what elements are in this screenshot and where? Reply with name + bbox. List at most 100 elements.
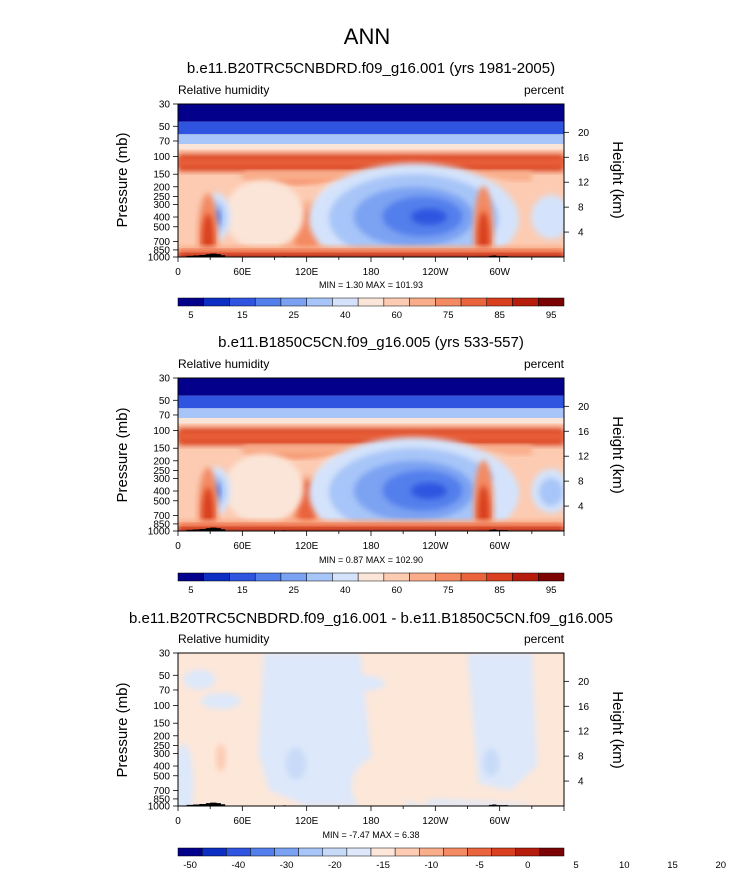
x-tick-label: 60E: [233, 541, 251, 552]
variable-label: Relative humidity: [178, 632, 269, 646]
y2-tick-label: 8: [578, 752, 584, 763]
colorbar-swatch: [435, 297, 462, 307]
colorbar-swatch: [443, 847, 468, 857]
colorbar-swatch: [486, 297, 513, 307]
y-tick-label: 500: [153, 222, 170, 233]
topography-himalaya: [186, 253, 226, 257]
colorbar-swatch: [486, 572, 513, 582]
colorbar-swatch: [254, 572, 282, 582]
colorbar-swatch: [177, 847, 203, 857]
x-tick-label: 120E: [295, 541, 319, 552]
y-tick-label: 300: [153, 474, 170, 485]
y-tick-label: 30: [159, 649, 171, 660]
y2-tick-label: 16: [578, 153, 590, 164]
colorbar-swatch: [357, 572, 385, 582]
colorbar-swatch: [394, 847, 420, 857]
y-tick-label: 500: [153, 496, 170, 507]
colorbar-label: -20: [328, 860, 342, 871]
strat-band: [178, 104, 564, 122]
colorbar-swatch: [460, 297, 488, 307]
contour-blob: [202, 487, 215, 531]
x-tick-label: 120E: [295, 267, 319, 278]
colorbar-label: 5: [188, 585, 193, 596]
y-tick-label: 250: [153, 466, 170, 477]
minmax-label: MIN = 1.30 MAX = 101.93: [319, 280, 423, 290]
colorbar-label: 60: [391, 310, 402, 321]
x-tick-label: 60W: [489, 816, 510, 827]
colorbar-label: 85: [494, 310, 505, 321]
colorbar-label: 5: [188, 310, 193, 321]
y-tick-label: 700: [153, 511, 170, 522]
colorbar-swatch: [435, 572, 462, 582]
colorbar-swatch: [203, 572, 230, 582]
y-tick-label: 300: [153, 200, 170, 211]
colorbar-label: 15: [667, 860, 678, 871]
y-tick-label: 1000: [148, 527, 171, 538]
y2-tick-label: 12: [578, 178, 590, 189]
contour-field: [178, 378, 564, 531]
contour-blob: [539, 478, 564, 507]
x-tick-label: 60E: [233, 267, 251, 278]
y-tick-label: 250: [153, 192, 170, 203]
colorbar-swatch: [274, 847, 299, 857]
contour-blob: [477, 211, 490, 257]
topography-himalaya: [186, 802, 226, 806]
y-tick-label: 100: [153, 426, 170, 437]
colorbar-swatch: [250, 847, 275, 857]
colorbar-swatch: [229, 297, 256, 307]
y-tick-label: 50: [159, 396, 171, 407]
y-axis-label: Pressure (mb): [114, 407, 131, 502]
colorbar-label: 20: [716, 860, 727, 871]
x-tick-label: 60W: [489, 267, 510, 278]
colorbar-swatch: [280, 297, 307, 307]
colorbar-swatch: [538, 297, 565, 307]
colorbar-label: 85: [494, 585, 505, 596]
y-tick-label: 200: [153, 182, 170, 193]
y-tick-label: 30: [159, 374, 171, 385]
y2-tick-label: 8: [578, 477, 584, 488]
y2-tick-label: 4: [578, 228, 584, 239]
y2-tick-label: 12: [578, 727, 590, 738]
colorbar-label: -50: [183, 860, 197, 871]
colorbar-label: -40: [231, 860, 245, 871]
y-tick-label: 1000: [148, 802, 171, 813]
units-label: percent: [524, 83, 565, 97]
panel-2: b.e11.B1850C5CN.f09_g16.005 (yrs 533-557…: [114, 334, 626, 596]
y-tick-label: 400: [153, 213, 170, 224]
colorbar-swatch: [512, 297, 539, 307]
x-tick-label: 180: [363, 267, 380, 278]
contour-blob: [223, 179, 304, 250]
negative-region: [335, 675, 386, 692]
y-axis-label: Pressure (mb): [114, 132, 131, 227]
x-tick-label: 120W: [422, 267, 449, 278]
colorbar-swatch: [298, 847, 323, 857]
negative-region: [200, 692, 241, 709]
units-label: percent: [524, 632, 565, 646]
colorbar-swatch: [491, 847, 516, 857]
contour-blob: [410, 208, 447, 225]
topography-himalaya: [186, 527, 226, 531]
colorbar-label: -5: [475, 860, 483, 871]
colorbar-swatch: [512, 572, 539, 582]
x-tick-label: 0: [175, 816, 181, 827]
y2-tick-label: 16: [578, 427, 590, 438]
colorbar-swatch: [229, 572, 256, 582]
negative-region: [469, 660, 530, 671]
panel-title: b.e11.B1850C5CN.f09_g16.005 (yrs 533-557…: [218, 334, 524, 351]
x-tick-label: 180: [363, 541, 380, 552]
colorbar-label: 0: [525, 860, 530, 871]
positive-core: [215, 743, 226, 772]
colorbar-label: -15: [376, 860, 390, 871]
y-tick-label: 250: [153, 741, 170, 752]
y2-tick-label: 4: [578, 777, 584, 788]
minmax-label: MIN = -7.47 MAX = 6.38: [322, 830, 419, 840]
negative-region: [467, 653, 538, 791]
y-tick-label: 1000: [148, 253, 171, 264]
y-tick-label: 100: [153, 701, 170, 712]
y-tick-label: 700: [153, 237, 170, 248]
contour-blob: [223, 453, 304, 524]
colorbar-label: 15: [237, 585, 248, 596]
strat-band: [178, 134, 564, 144]
colorbar: 5 15 25 40 60 75 85 95: [177, 297, 565, 321]
